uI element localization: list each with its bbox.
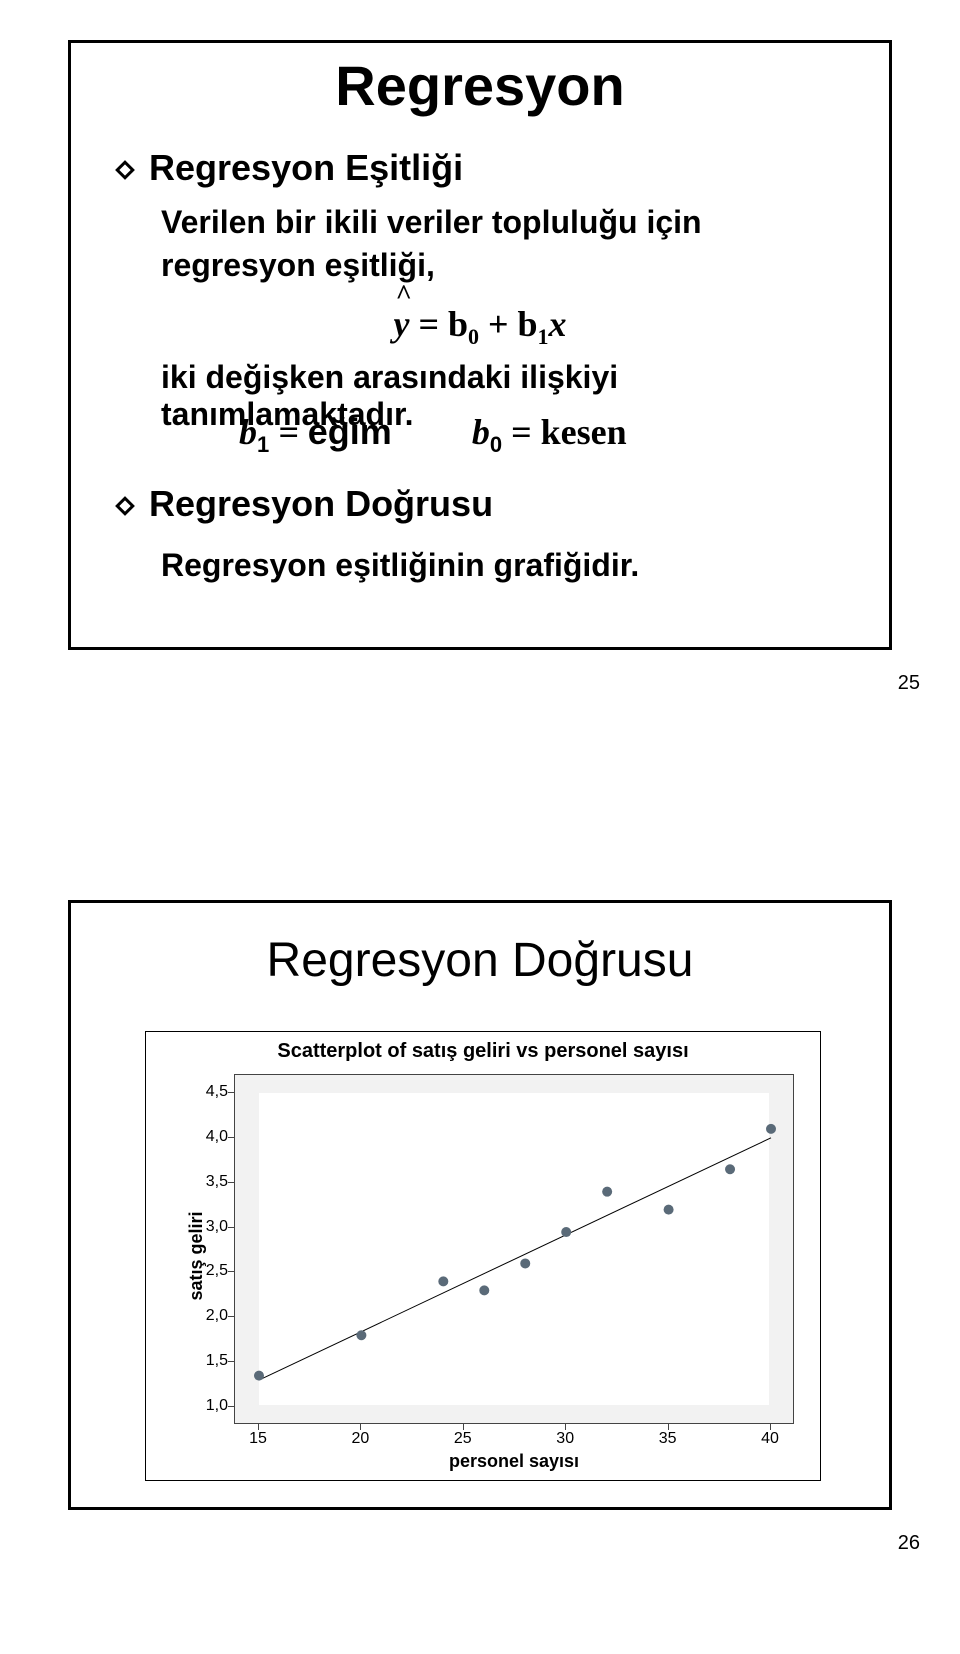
data-point (254, 1371, 264, 1381)
scatter-chart: Scatterplot of satış geliri vs personel … (145, 1031, 821, 1481)
slide2-page-number: 26 (898, 1532, 920, 1555)
data-point (725, 1164, 735, 1174)
regression-line (259, 1138, 771, 1380)
chart-ylabel: satış geliri (186, 1211, 207, 1300)
ytick-mark (228, 1092, 234, 1093)
ytick-label: 2,0 (206, 1307, 228, 1325)
paragraph-3: Regresyon eşitliğinin grafiğidir. (161, 547, 849, 584)
xtick-label: 15 (249, 1430, 267, 1448)
ytick-label: 1,5 (206, 1352, 228, 1370)
slide-2: Regresyon Doğrusu Scatterplot of satış g… (68, 900, 892, 1510)
xtick-label: 30 (556, 1430, 574, 1448)
plot-area (234, 1074, 794, 1424)
ytick-mark (228, 1227, 234, 1228)
slide-1: Regresyon Regresyon Eşitliği Verilen bir… (68, 40, 892, 650)
bullet-heading-2: Regresyon Doğrusu (115, 483, 493, 525)
xtick-label: 35 (659, 1430, 677, 1448)
data-point (438, 1276, 448, 1286)
slope-intercept-labels: b1 = eğim b0 = kesen (239, 411, 627, 458)
ytick-mark (228, 1406, 234, 1407)
ytick-label: 4,5 (206, 1083, 228, 1101)
diamond-bullet-icon (115, 160, 135, 180)
ytick-mark (228, 1271, 234, 1272)
data-point (479, 1285, 489, 1295)
slide1-page-number: 25 (898, 672, 920, 695)
hat-symbol: ^ (395, 280, 411, 312)
xtick-label: 25 (454, 1430, 472, 1448)
regression-equation: ^y = b0 + b1x (71, 303, 889, 350)
ytick-label: 4,0 (206, 1128, 228, 1146)
scatter-svg (259, 1093, 769, 1405)
page: Regresyon Regresyon Eşitliği Verilen bir… (0, 0, 960, 1654)
ytick-mark (228, 1137, 234, 1138)
paragraph-1: Verilen bir ikili veriler topluluğu için… (161, 201, 849, 287)
slide1-title: Regresyon (71, 53, 889, 118)
data-point (520, 1258, 530, 1268)
data-point (664, 1205, 674, 1215)
ytick-label: 2,5 (206, 1262, 228, 1280)
slide2-title: Regresyon Doğrusu (71, 933, 889, 988)
data-point (561, 1227, 571, 1237)
bullet-heading-1: Regresyon Eşitliği (115, 147, 463, 189)
bullet1-text: Regresyon Eşitliği (149, 147, 463, 188)
bullet2-text: Regresyon Doğrusu (149, 483, 493, 524)
xtick-label: 40 (761, 1430, 779, 1448)
chart-xlabel: personel sayısı (234, 1451, 794, 1472)
data-point (766, 1124, 776, 1134)
plot-inner-area (259, 1093, 769, 1405)
data-point (356, 1330, 366, 1340)
data-point (602, 1187, 612, 1197)
ytick-mark (228, 1316, 234, 1317)
ytick-label: 3,0 (206, 1218, 228, 1236)
ytick-mark (228, 1361, 234, 1362)
ytick-mark (228, 1182, 234, 1183)
diamond-bullet-icon (115, 496, 135, 516)
xtick-label: 20 (351, 1430, 369, 1448)
chart-title: Scatterplot of satış geliri vs personel … (146, 1040, 820, 1063)
ytick-label: 3,5 (206, 1173, 228, 1191)
ytick-label: 1,0 (206, 1397, 228, 1415)
